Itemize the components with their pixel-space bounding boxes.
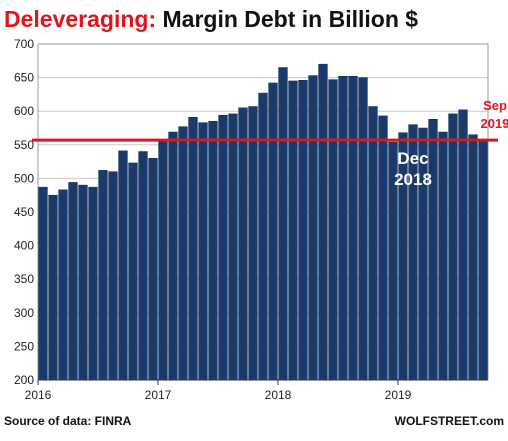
bar [368,106,378,381]
bar [138,151,148,381]
bars [38,63,488,381]
bar [378,115,388,381]
bar [278,67,288,381]
bar [318,63,328,381]
bar [238,107,248,381]
bar [168,131,178,381]
y-tick-label: 450 [14,205,34,219]
y-tick-label: 400 [14,239,34,253]
y-tick-label: 300 [14,306,34,320]
bar [338,76,348,381]
bar [468,134,478,381]
bar [248,106,258,381]
bar [48,194,58,381]
annotations: Sep 2019 Dec 2018 [394,98,508,189]
bar [428,119,438,381]
y-tick-label: 700 [14,37,34,51]
chart-title: Deleveraging: Margin Debt in Billion $ [4,6,418,33]
bar [258,92,268,381]
bar [118,150,128,381]
annotation-sep-2019: 2019 [481,116,508,131]
axes: 200 250 300 350 400 450 500 550 600 650 700 2016 201… [14,37,488,402]
annotation-sep-2019: Sep [483,98,507,113]
bar [108,171,118,381]
title-accent: Deleveraging: [4,6,157,32]
bar [98,170,108,381]
y-tick-label: 600 [14,104,34,118]
bar [88,186,98,381]
y-tick-label: 550 [14,138,34,152]
bar [58,189,68,381]
y-tick-label: 500 [14,171,34,185]
y-tick-label: 350 [14,272,34,286]
bar [158,141,168,381]
bar [208,121,218,381]
bar [148,157,158,381]
y-tick-label: 200 [14,373,34,387]
bar [68,182,78,381]
bar [178,126,188,381]
bar [458,109,468,381]
source-note: Source of data: FINRA [4,414,132,428]
bar [298,80,308,381]
bar [358,77,368,381]
bar [268,82,278,381]
bar [78,184,88,381]
bar [288,80,298,381]
bar [308,75,318,381]
bar [188,116,198,381]
y-tick-label: 650 [14,71,34,85]
y-tick-label: 250 [14,339,34,353]
bar [218,114,228,381]
brand-label: WOLFSTREET.com [394,414,504,428]
bar [478,139,488,381]
bar [448,113,458,381]
bar [328,79,338,381]
bar [228,113,238,381]
x-tick-label: 2017 [145,388,172,402]
bar [348,76,358,381]
bar [198,122,208,381]
x-tick-label: 2019 [385,388,412,402]
annotation-dec-2018: Dec [397,149,428,168]
bar [128,162,138,381]
x-tick-label: 2016 [25,388,52,402]
bar [438,131,448,381]
bar [38,186,48,381]
x-tick-label: 2018 [265,388,292,402]
title-main: Margin Debt in Billion $ [162,6,419,32]
annotation-dec-2018: 2018 [394,170,432,189]
